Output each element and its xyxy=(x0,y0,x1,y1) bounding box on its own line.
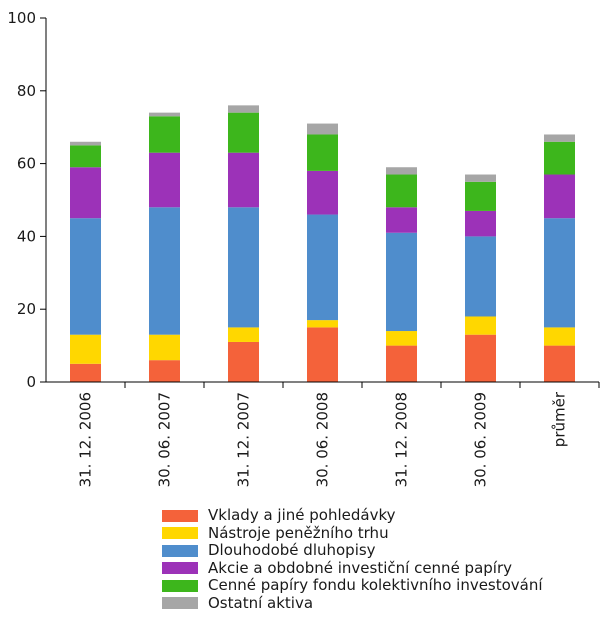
legend-label: Cenné papíry fondu kolektivního investov… xyxy=(208,576,543,595)
bar-segment-3-1 xyxy=(149,152,180,208)
bar-segment-4-4 xyxy=(386,174,417,208)
bar-segment-2-4 xyxy=(386,232,417,332)
y-tick-label-5: 100 xyxy=(7,9,36,27)
bar-segment-1-2 xyxy=(228,327,259,342)
bar-segment-0-3 xyxy=(307,327,338,382)
legend-item: Nástroje peněžního trhu xyxy=(162,523,543,543)
bar-segment-5-5 xyxy=(465,174,496,182)
bar-segment-1-6 xyxy=(544,327,575,346)
legend-item: Ostatní aktiva xyxy=(162,593,543,613)
x-category-label-1: 30. 06. 2007 xyxy=(156,392,174,487)
x-category-label-5: 30. 06. 2009 xyxy=(472,392,490,487)
chart-legend: Vklady a jiné pohledávky Nástroje peněžní… xyxy=(162,507,543,612)
legend-swatch xyxy=(162,579,198,592)
bar-segment-4-0 xyxy=(70,145,101,168)
stacked-bar-chart: 0 20 40 60 80 100 31. 12. 2006 30. 06. 2007 31. … xyxy=(7,9,600,487)
y-tick-label-4: 80 xyxy=(17,82,36,100)
bar-segment-4-1 xyxy=(149,116,180,153)
bar-segment-3-3 xyxy=(307,170,338,215)
y-tick-label-2: 40 xyxy=(17,227,36,245)
legend-label: Akcie a obdobné investiční cenné papíry xyxy=(208,558,513,577)
bar-segment-1-4 xyxy=(386,331,417,346)
bar-segment-1-5 xyxy=(465,316,496,335)
bar-segment-5-2 xyxy=(228,105,259,113)
bar-segment-5-1 xyxy=(149,112,180,117)
bar-segment-2-1 xyxy=(149,207,180,335)
bar-segment-0-5 xyxy=(465,334,496,382)
legend-label: Dlouhodobé dluhopisy xyxy=(208,541,376,560)
x-category-label-2: 31. 12. 2007 xyxy=(235,392,253,487)
legend-swatch xyxy=(162,544,198,557)
bar-segment-2-2 xyxy=(228,207,259,328)
bar-segment-5-3 xyxy=(307,123,338,135)
bar-segment-1-0 xyxy=(70,334,101,364)
legend-label: Nástroje peněžního trhu xyxy=(208,523,389,542)
bar-segment-0-4 xyxy=(386,345,417,382)
legend-swatch xyxy=(162,597,198,610)
bar-segment-2-5 xyxy=(465,236,496,317)
y-tick-label-3: 60 xyxy=(17,155,36,173)
bar-segment-3-0 xyxy=(70,167,101,219)
bar-segment-1-3 xyxy=(307,320,338,328)
bar-segment-4-3 xyxy=(307,134,338,171)
legend-item: Cenné papíry fondu kolektivního investov… xyxy=(162,577,543,595)
legend-swatch xyxy=(162,527,198,540)
x-category-label-4: 31. 12. 2008 xyxy=(393,392,411,487)
x-category-label-0: 31. 12. 2006 xyxy=(77,392,95,487)
bar-segment-5-0 xyxy=(70,141,101,146)
bar-segment-3-4 xyxy=(386,207,417,233)
bar-segment-0-6 xyxy=(544,345,575,382)
legend-item: Dlouhodobé dluhopisy xyxy=(162,542,543,560)
legend-swatch xyxy=(162,509,198,522)
legend-item: Vklady a jiné pohledávky xyxy=(162,507,543,525)
legend-label: Vklady a jiné pohledávky xyxy=(208,506,396,525)
bar-segment-5-6 xyxy=(544,134,575,142)
bar-segment-2-0 xyxy=(70,218,101,335)
legend-swatch xyxy=(162,562,198,575)
legend-item: Akcie a obdobné investiční cenné papíry xyxy=(162,558,543,578)
axes-layer: 0 20 40 60 80 100 31. 12. 2006 30. 06. 2007 31. … xyxy=(7,9,600,487)
bar-segment-3-2 xyxy=(228,152,259,208)
bar-segment-4-2 xyxy=(228,112,259,153)
bar-segment-4-5 xyxy=(465,181,496,211)
bars-layer xyxy=(70,105,575,382)
bar-segment-3-6 xyxy=(544,174,575,219)
bar-segment-5-4 xyxy=(386,167,417,175)
y-tick-label-0: 0 xyxy=(26,373,36,391)
legend-label: Ostatní aktiva xyxy=(208,593,314,612)
bar-segment-1-1 xyxy=(149,334,180,361)
bar-segment-2-3 xyxy=(307,214,338,321)
bar-segment-3-5 xyxy=(465,210,496,237)
bar-segment-0-0 xyxy=(70,363,101,382)
y-tick-label-1: 20 xyxy=(17,300,36,318)
x-category-label-6: průměr xyxy=(551,391,569,447)
bar-segment-2-6 xyxy=(544,218,575,328)
bar-segment-0-1 xyxy=(149,360,180,382)
bar-segment-0-2 xyxy=(228,341,259,382)
bar-segment-4-6 xyxy=(544,141,575,175)
x-category-label-3: 30. 06. 2008 xyxy=(314,392,332,487)
